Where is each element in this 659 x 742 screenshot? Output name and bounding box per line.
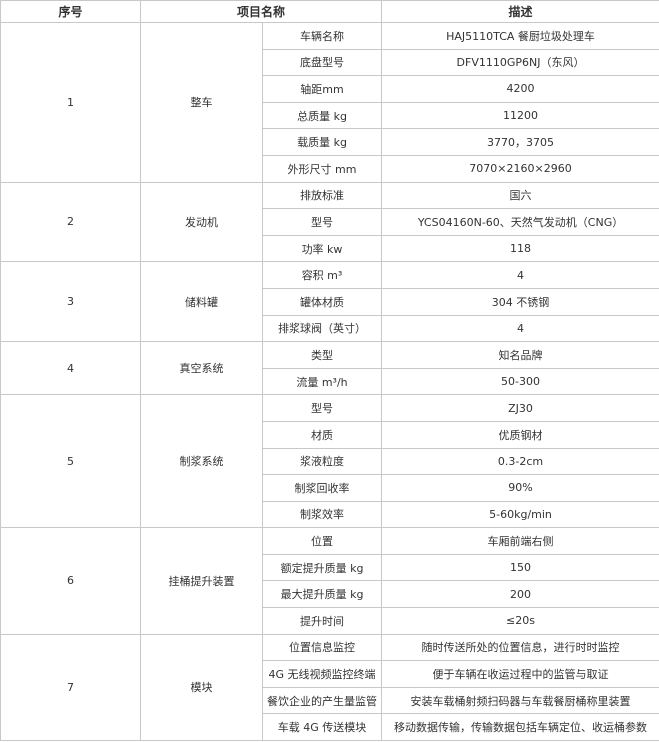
item-desc: ZJ30 [381,394,659,422]
item-label: 浆液粒度 [261,447,383,476]
group-number: 5 [0,394,141,529]
item-desc: 5-60kg/min [381,500,659,529]
group-number: 1 [0,22,141,183]
row: 1 整车 车辆名称 HAJ5110TCA 餐厨垃圾处理车 [0,22,659,183]
item-label: 类型 [261,341,383,369]
item-desc: 车厢前端右侧 [381,527,659,555]
row: 6 挂桶提升装置 位置 车厢前端右侧 [0,527,659,635]
item-label: 制浆回收率 [261,474,383,502]
group-number: 2 [0,181,141,263]
group-name: 整车 [140,22,263,183]
item-desc: 4200 [381,75,659,103]
item-label: 轴距mm [261,75,383,103]
item-desc: 移动数据传输，传输数据包括车辆定位、收运桶参数 [381,713,659,742]
item-label: 位置 [261,527,383,555]
group-name: 制浆系统 [140,394,263,529]
item-desc: 7070×2160×2960 [381,154,659,183]
group-number: 7 [0,633,141,742]
item-label: 制浆效率 [261,500,383,529]
item-desc: 国六 [381,181,659,210]
item-desc: 11200 [381,101,659,130]
item-label: 总质量 kg [261,101,383,130]
item-desc: 优质钢材 [381,420,659,449]
item-desc: 随时传送所处的位置信息，进行时时监控 [381,633,659,662]
item-desc: 200 [381,580,659,609]
group-name: 模块 [140,633,263,742]
item-desc: 304 不锈钢 [381,287,659,316]
row: 车载 4G 传送模块 移动数据传输，传输数据包括车辆定位、收运桶参数 [1,713,659,742]
item-label: 餐饮企业的产生量监管 [261,686,383,715]
header-cell: 序号 [0,0,141,23]
item-label: 位置信息监控 [261,633,383,662]
item-desc: 知名品牌 [381,341,659,369]
item-label: 排浆球阀（英寸） [261,314,383,343]
item-label: 罐体材质 [261,287,383,316]
item-label: 4G 无线视频监控终端 [261,660,383,688]
item-desc: HAJ5110TCA 餐厨垃圾处理车 [381,22,659,50]
row: 7 模块 位置信息监控 随时传送所处的位置信息，进行时时监控 [0,633,659,742]
row: 2 发动机 排放标准 国六 [0,181,659,263]
group-number: 6 [0,527,141,635]
header-row: 序号 项目名称 描述 [0,0,659,23]
item-label: 流量 m³/h [261,367,383,396]
row: 功率 kw 118 [1,234,659,263]
item-desc: 安装车载桶射频扫码器与车载餐厨桶称里装置 [381,686,659,715]
item-label: 车辆名称 [261,22,383,50]
item-desc: 118 [381,234,659,263]
item-desc: 50-300 [381,367,659,396]
row: 流量 m³/h 50-300 [1,367,659,396]
group-name: 真空系统 [140,341,263,396]
header-cell: 描述 [381,0,659,23]
header-cell: 项目名称 [139,0,383,23]
group-name: 储料罐 [140,261,263,343]
item-label: 型号 [261,208,383,236]
item-label: 型号 [261,394,383,422]
row: 餐饮企业的产生量监管 安装车载桶射频扫码器与车载餐厨桶称里装置 [1,686,659,715]
group-name: 发动机 [140,181,263,263]
row: 4G 无线视频监控终端 便于车辆在收运过程中的监管与取证 [1,660,659,688]
item-desc: 4 [381,261,659,289]
item-label: 排放标准 [261,181,383,210]
item-desc: DFV1110GP6NJ（东风） [381,48,659,77]
item-label: 材质 [261,420,383,449]
table-body: 1 整车 车辆名称 HAJ5110TCA 餐厨垃圾处理车 底盘型号 DFV1110GP6N… [0,22,659,742]
row: 5 制浆系统 型号 ZJ30 [0,394,659,529]
row: 额定提升质量 kg 150 [1,553,659,582]
item-desc: 便于车辆在收运过程中的监管与取证 [381,660,659,688]
group-number: 4 [0,341,141,396]
row: 4 真空系统 类型 知名品牌 [0,341,659,396]
item-label: 最大提升质量 kg [261,580,383,609]
item-desc: 4 [381,314,659,343]
item-label: 载质量 kg [261,128,383,156]
item-desc: 3770，3705 [381,128,659,156]
row: 载质量 kg 3770，3705 [1,128,659,156]
row: 型号 YCS04160N-60、天然气发动机（CNG） [1,208,659,236]
item-label: 额定提升质量 kg [261,553,383,582]
row: 罐体材质 304 不锈钢 [1,287,659,316]
row: 3 储料罐 容积 m³ 4 [0,261,659,343]
group-name: 挂桶提升装置 [140,527,263,635]
item-desc: YCS04160N-60、天然气发动机（CNG） [381,208,659,236]
item-desc: ≤20s [381,607,659,635]
row: 底盘型号 DFV1110GP6NJ（东风） [1,48,659,77]
item-label: 功率 kw [261,234,383,263]
item-desc: 90% [381,474,659,502]
row: 外形尺寸 mm 7070×2160×2960 [1,154,659,183]
row: 轴距mm 4200 [1,75,659,103]
item-label: 容积 m³ [261,261,383,289]
group-number: 3 [0,261,141,343]
item-label: 车载 4G 传送模块 [261,713,383,742]
item-desc: 150 [381,553,659,582]
item-label: 提升时间 [261,607,383,635]
item-desc: 0.3-2cm [381,447,659,476]
row: 总质量 kg 11200 [1,101,659,130]
item-label: 外形尺寸 mm [261,154,383,183]
item-label: 底盘型号 [261,48,383,77]
